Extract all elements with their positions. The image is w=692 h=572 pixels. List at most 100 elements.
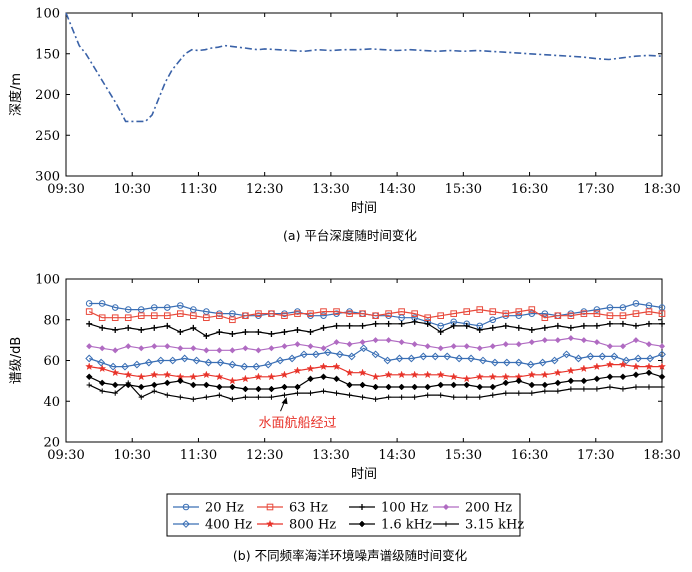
- noise-xtick-label: 17:30: [577, 448, 614, 463]
- series-point: [489, 324, 496, 331]
- series-200-hz: [86, 335, 666, 354]
- series-point: [658, 343, 666, 350]
- depth-ticks: 09:30 10:30 11:30 12:30 13:30 14:30 15:30 16:30…: [35, 7, 681, 198]
- series-point: [190, 396, 196, 402]
- series-point: [502, 310, 510, 317]
- series-point: [540, 370, 549, 379]
- legend-swatch-marker: [182, 520, 190, 528]
- noise-caption: (b) 不同频率海洋环境噪声谱级随时间变化: [233, 548, 468, 563]
- legend-swatch-marker: [182, 503, 190, 511]
- series-point: [144, 358, 153, 367]
- series-point: [137, 383, 145, 391]
- series-point: [268, 331, 275, 338]
- series-point: [242, 328, 249, 335]
- depth-xlabel: 时间: [351, 201, 377, 216]
- series-point: [99, 324, 106, 331]
- series-point: [554, 322, 561, 329]
- depth-ylabel: 深度/m: [8, 73, 24, 116]
- series-point: [567, 335, 574, 342]
- series-point: [281, 383, 288, 391]
- series-point: [242, 394, 249, 400]
- series-point: [332, 362, 341, 370]
- series-point: [138, 345, 145, 352]
- series-point: [333, 390, 340, 396]
- series-point: [203, 314, 210, 322]
- series-point: [467, 354, 475, 363]
- series-point: [411, 341, 418, 348]
- series-point: [463, 308, 471, 315]
- series-point: [463, 322, 470, 329]
- series-point: [85, 373, 93, 381]
- series-point: [398, 339, 405, 346]
- legend-item: 20 Hz: [173, 501, 244, 516]
- series-point: [632, 337, 639, 344]
- series-point: [450, 343, 457, 350]
- series-point: [281, 343, 288, 350]
- series-point: [410, 370, 419, 379]
- series-point: [593, 339, 600, 346]
- series-point: [632, 310, 640, 317]
- series-20-hz: [85, 300, 666, 330]
- series-point: [424, 343, 431, 350]
- series-point: [216, 392, 222, 398]
- series-point: [634, 354, 643, 363]
- legend-item: 100 Hz: [349, 501, 428, 516]
- series-point: [541, 314, 549, 322]
- series-point: [437, 381, 445, 389]
- series-point: [580, 310, 588, 317]
- series-point: [99, 345, 106, 352]
- series-point: [133, 360, 141, 369]
- series-point: [307, 343, 314, 350]
- depth-xtick-label: 11:30: [180, 182, 217, 197]
- series-point: [346, 322, 353, 329]
- series-point: [112, 390, 118, 396]
- series-63-hz: [85, 306, 666, 324]
- series-line: [89, 347, 663, 368]
- series-point: [385, 310, 392, 317]
- series-point: [111, 314, 119, 322]
- series-point: [323, 348, 332, 357]
- series-point: [502, 358, 511, 367]
- series-point: [98, 300, 106, 307]
- annotation: 水面航船经过: [259, 397, 337, 431]
- noise-xtick-label: 15:30: [445, 448, 482, 463]
- series-point: [384, 370, 393, 379]
- series-point: [411, 383, 418, 391]
- series-point: [580, 322, 587, 329]
- series-point: [385, 320, 392, 327]
- series-point: [554, 312, 562, 319]
- series-point: [455, 354, 464, 363]
- series-point: [398, 383, 405, 391]
- series-point: [515, 377, 523, 385]
- depth-xtick-label: 14:30: [378, 182, 415, 197]
- series-point: [645, 341, 653, 348]
- series-point: [307, 328, 314, 335]
- depth-xtick-label: 09:30: [47, 182, 84, 197]
- series-point: [528, 326, 535, 333]
- series-point: [489, 343, 496, 350]
- series-point: [294, 383, 301, 391]
- series-point: [164, 322, 171, 329]
- series-point: [398, 308, 405, 315]
- series-point: [252, 362, 261, 371]
- series-point: [450, 322, 457, 329]
- series-point: [567, 377, 575, 385]
- series-point: [203, 347, 210, 354]
- series-point: [562, 350, 571, 359]
- series-point: [180, 354, 189, 363]
- noise-xtick-label: 18:30: [643, 448, 680, 463]
- series-point: [97, 358, 106, 367]
- series-point: [594, 386, 600, 392]
- series-point: [476, 345, 483, 352]
- series-point: [529, 390, 535, 396]
- series-point: [632, 300, 640, 307]
- legend-item: 1.6 kHz: [349, 518, 432, 533]
- series-point: [151, 388, 157, 394]
- series-point: [138, 326, 145, 333]
- series-point: [386, 394, 392, 400]
- noise-xtick-label: 11:30: [180, 448, 217, 463]
- series-point: [475, 372, 484, 381]
- series-point: [527, 370, 536, 379]
- series-point: [203, 333, 210, 340]
- series-point: [385, 337, 392, 344]
